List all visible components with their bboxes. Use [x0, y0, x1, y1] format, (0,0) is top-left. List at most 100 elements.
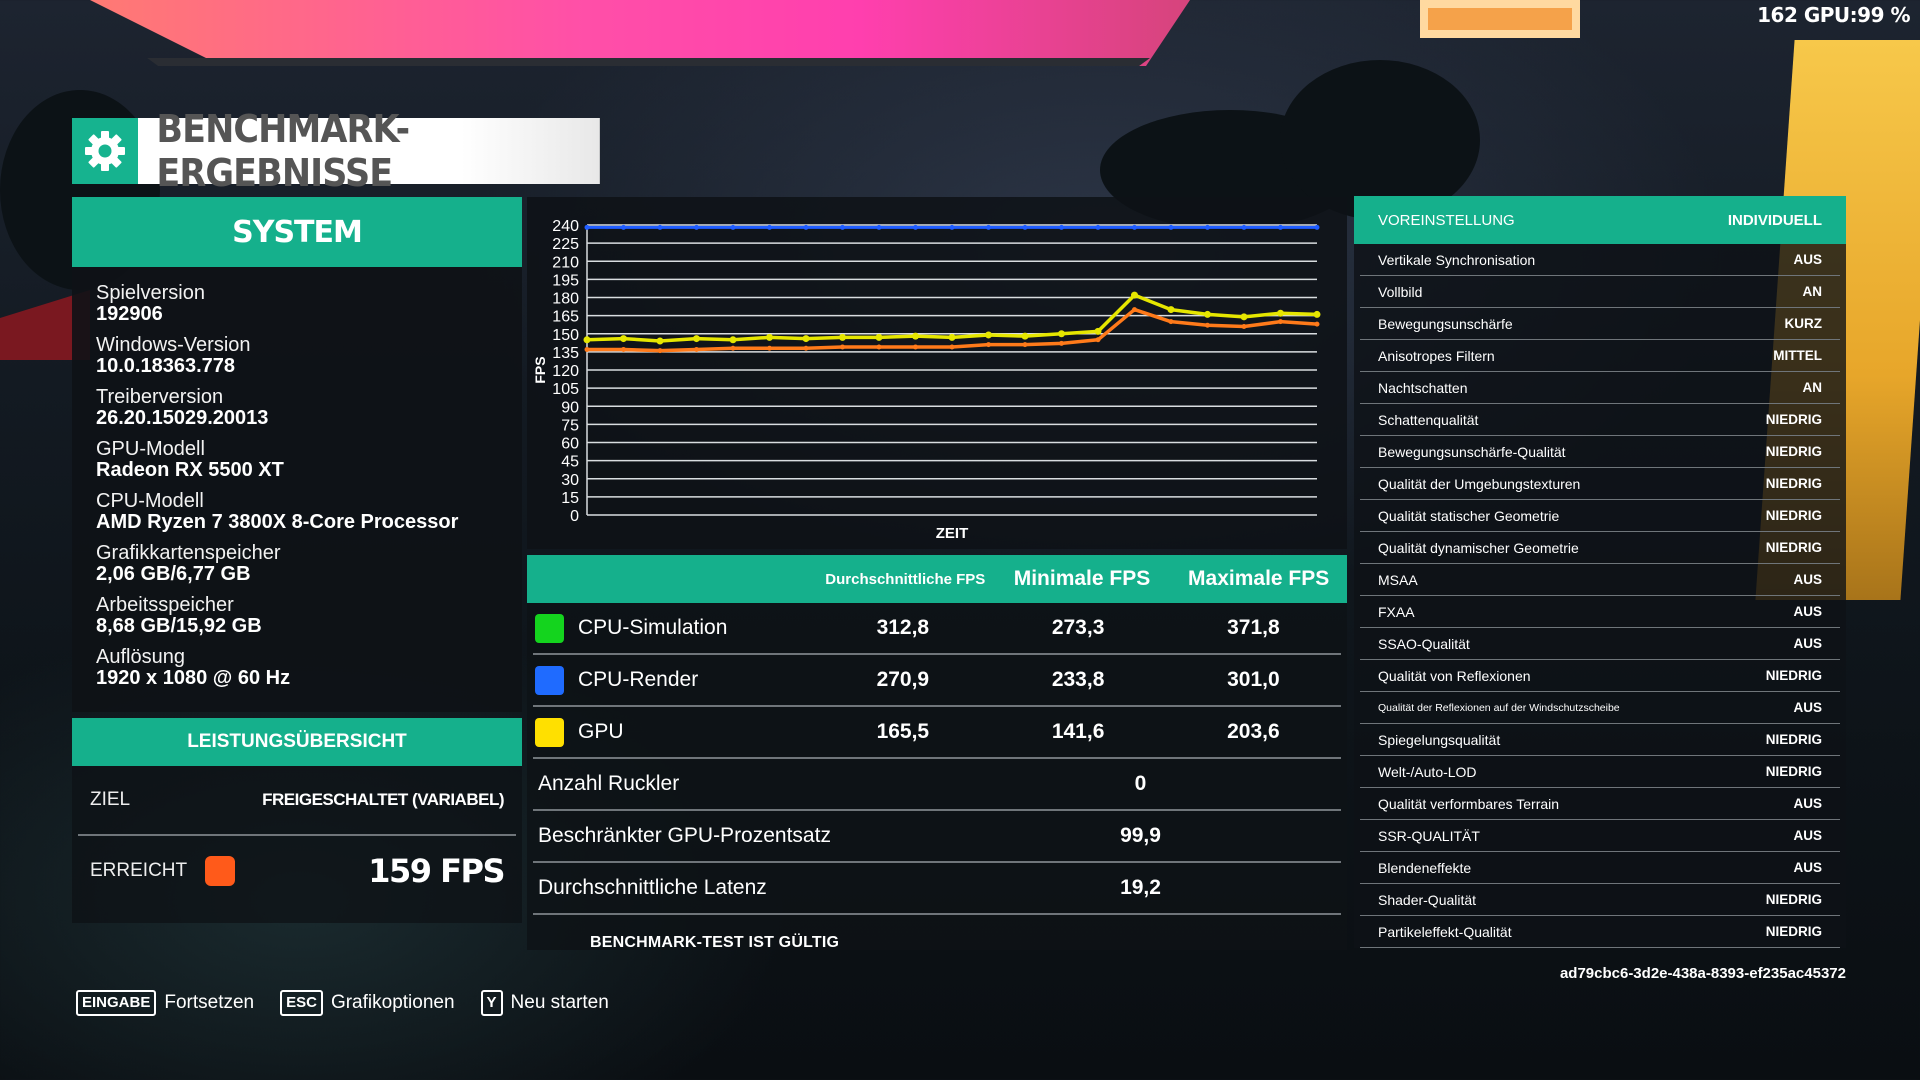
setting-row: Vertikale Synchronisation AUS — [1360, 244, 1840, 276]
series-point-1 — [766, 333, 773, 341]
stats-extra-row: Beschränkter GPU-Prozentsatz 99,9 — [533, 811, 1341, 863]
setting-value: AUS — [1793, 860, 1822, 875]
series-point-1 — [1277, 309, 1284, 317]
stats-row-label: GPU — [578, 720, 624, 743]
footer-action-label[interactable]: Neu starten — [510, 992, 609, 1013]
series-point-2 — [1168, 319, 1174, 325]
setting-value: AUS — [1793, 252, 1822, 267]
setting-row: Qualität von Reflexionen NIEDRIG — [1360, 660, 1840, 692]
system-info-label: Treiberversion — [96, 386, 224, 408]
footer-action-label[interactable]: Grafikoptionen — [330, 992, 455, 1013]
setting-label: Anisotropes Filtern — [1378, 347, 1495, 364]
series-point-0 — [913, 224, 918, 230]
setting-value: AUS — [1793, 636, 1822, 651]
series-point-0 — [949, 224, 955, 230]
y-tick-label: 240 — [552, 218, 579, 235]
key-hint-eingabe[interactable]: EINGABE — [76, 990, 157, 1016]
series-point-0 — [657, 224, 663, 230]
series-point-2 — [840, 344, 845, 350]
system-info-item: Arbeitsspeicher 8,68 GB/15,92 GB — [96, 595, 522, 637]
max-fps-value: 301,0 — [1227, 668, 1280, 691]
series-point-2 — [949, 344, 955, 350]
key-hint-y[interactable]: Y — [480, 990, 503, 1016]
system-info-item: Windows-Version 10.0.18363.778 — [96, 335, 522, 377]
setting-row: Partikeleffekt-Qualität NIEDRIG — [1360, 916, 1840, 948]
setting-row: Bewegungsunschärfe KURZ — [1360, 308, 1840, 340]
series-point-0 — [1205, 224, 1210, 230]
setting-row: SSAO-Qualität AUS — [1360, 628, 1840, 660]
min-fps-value: 273,3 — [1051, 616, 1105, 639]
setting-value: NIEDRIG — [1765, 668, 1822, 683]
avg-fps-header: Durchschnittliche FPS — [825, 570, 986, 588]
preset-value: INDIVIDUELL — [1727, 211, 1822, 229]
system-header: SYSTEM — [72, 197, 522, 267]
y-tick-label: 150 — [552, 327, 579, 344]
y-tick-label: 180 — [552, 291, 579, 308]
setting-row: Spiegelungsqualität NIEDRIG — [1360, 724, 1840, 756]
key-hint-esc[interactable]: ESC — [280, 990, 323, 1016]
background-sign — [1420, 0, 1580, 38]
stats-row-name: GPU — [533, 717, 815, 747]
setting-row: Qualität statischer Geometrie NIEDRIG — [1360, 500, 1840, 532]
setting-value: AUS — [1793, 796, 1822, 811]
series-point-2 — [1278, 319, 1283, 325]
series-point-1 — [656, 337, 664, 345]
system-info-value: AMD Ryzen 7 3800X 8-Core Processor — [96, 511, 459, 533]
series-point-2 — [730, 345, 736, 351]
series-point-2 — [1241, 324, 1247, 329]
setting-row: Bewegungsunschärfe-Qualität NIEDRIG — [1360, 436, 1840, 468]
min-fps-value: 233,8 — [1051, 668, 1105, 691]
background-banner — [90, 0, 1190, 66]
setting-row: Anisotropes Filtern MITTEL — [1360, 340, 1840, 372]
setting-row: FXAA AUS — [1360, 596, 1840, 628]
system-info-item: Spielversion 192906 — [96, 283, 522, 325]
setting-row: Qualität verformbares Terrain AUS — [1360, 788, 1840, 820]
stats-extra-label: Beschränkter GPU-Prozentsatz — [538, 824, 831, 847]
series-point-0 — [1278, 224, 1283, 230]
series-point-1 — [912, 332, 919, 340]
x-axis-label: ZEIT — [936, 525, 969, 542]
settings-panel: VOREINSTELLUNG INDIVIDUELL Vertikale Syn… — [1354, 196, 1846, 948]
preset-header: VOREINSTELLUNG INDIVIDUELL — [1354, 196, 1846, 244]
series-point-2 — [584, 346, 590, 352]
system-info-item: Grafikkartenspeicher 2,06 GB/6,77 GB — [96, 543, 522, 585]
series-point-1 — [693, 335, 700, 343]
stats-extra-label: Anzahl Ruckler — [538, 772, 680, 795]
setting-value: NIEDRIG — [1765, 732, 1822, 747]
system-info-item: CPU-Modell AMD Ryzen 7 3800X 8-Core Proce… — [96, 491, 522, 533]
system-info-label: Arbeitsspeicher — [96, 594, 234, 616]
series-color-swatch — [535, 613, 564, 643]
series-point-0 — [840, 224, 845, 230]
y-tick-label: 225 — [552, 236, 579, 253]
series-point-2 — [1059, 340, 1064, 346]
series-point-2 — [986, 342, 991, 348]
series-point-0 — [694, 224, 699, 230]
setting-label: Qualität der Umgebungstexturen — [1378, 475, 1581, 492]
setting-value: NIEDRIG — [1765, 412, 1822, 427]
performance-panel: LEISTUNGSÜBERSICHT ZIEL FREIGESCHALTET (… — [72, 718, 522, 923]
series-point-2 — [767, 345, 772, 351]
series-point-1 — [1167, 306, 1175, 314]
target-value: FREIGESCHALTET (VARIABEL) — [262, 790, 504, 809]
setting-value: NIEDRIG — [1765, 444, 1822, 459]
y-tick-label: 120 — [552, 363, 579, 380]
setting-row: Qualität der Umgebungstexturen NIEDRIG — [1360, 468, 1840, 500]
setting-label: Spiegelungsqualität — [1378, 731, 1501, 748]
footer-action-label[interactable]: Fortsetzen — [164, 992, 255, 1013]
gear-icon — [72, 118, 138, 184]
series-point-2 — [876, 344, 882, 350]
stats-row: CPU-Simulation 312,8 273,3 371,8 — [533, 603, 1341, 655]
series-point-1 — [802, 335, 810, 343]
background-tree — [1280, 60, 1480, 220]
setting-label: Qualität von Reflexionen — [1378, 667, 1531, 684]
stats-extra-value: 99,9 — [1120, 824, 1161, 847]
min-fps-header: Minimale FPS — [1013, 567, 1151, 590]
y-tick-label: 105 — [552, 381, 579, 398]
system-info-value: Radeon RX 5500 XT — [96, 459, 284, 481]
series-point-2 — [694, 346, 699, 352]
system-info-item: Auflösung 1920 x 1080 @ 60 Hz — [96, 647, 522, 689]
system-info-label: CPU-Modell — [96, 490, 204, 512]
reached-row: ERREICHT 159 FPS — [72, 836, 522, 906]
series-point-0 — [1095, 224, 1101, 230]
